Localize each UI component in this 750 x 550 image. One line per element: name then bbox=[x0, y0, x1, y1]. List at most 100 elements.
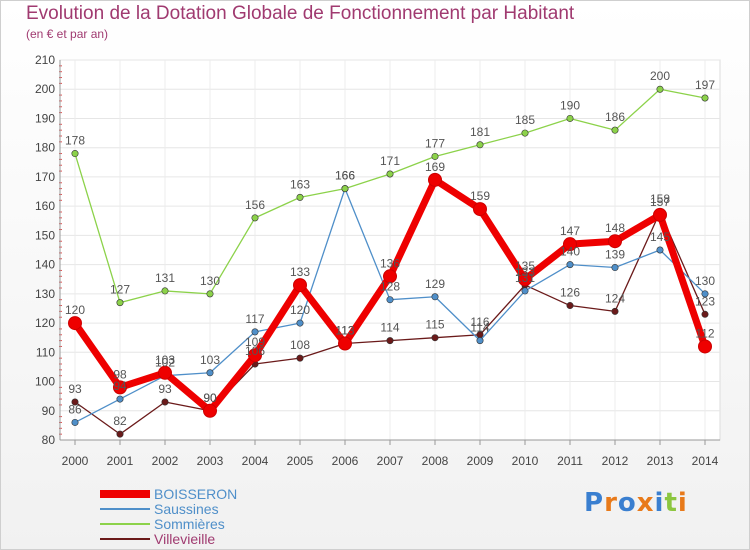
data-point-villevieille bbox=[701, 310, 709, 318]
data-label-boisseron: 147 bbox=[560, 224, 580, 238]
logo-letter: P bbox=[584, 488, 605, 518]
data-label-saussines: 140 bbox=[560, 245, 580, 259]
y-tick-label: 80 bbox=[42, 433, 56, 447]
data-label-saussines: 117 bbox=[245, 312, 264, 326]
x-tick-label: 2006 bbox=[332, 454, 359, 468]
data-label-villevieille: 133 bbox=[515, 265, 535, 279]
data-point-villevieille bbox=[386, 337, 394, 345]
legend-item-boisseron: BOISSERON bbox=[100, 486, 237, 502]
data-point-saussines bbox=[476, 337, 484, 345]
logo-letter: r bbox=[604, 488, 618, 518]
data-point-sommieres bbox=[566, 114, 574, 122]
x-tick-label: 2013 bbox=[647, 454, 674, 468]
data-label-villevieille: 106 bbox=[245, 344, 265, 358]
data-labels: 93 82 93 90 106 108 113 114 115 116 133 126 124 158 12… bbox=[65, 69, 715, 428]
x-tick-label: 2005 bbox=[287, 454, 314, 468]
data-label-boisseron: 113 bbox=[335, 324, 354, 338]
data-label-saussines: 86 bbox=[68, 402, 82, 416]
data-point-villevieille bbox=[566, 302, 574, 310]
data-point-boisseron bbox=[698, 339, 712, 354]
data-point-sommieres bbox=[116, 299, 124, 307]
x-tick-label: 2008 bbox=[422, 454, 449, 468]
data-label-villevieille: 93 bbox=[158, 382, 172, 396]
proxiti-logo: Proxiti bbox=[584, 488, 688, 518]
data-point-saussines bbox=[521, 287, 529, 295]
legend-swatch bbox=[100, 523, 150, 525]
data-point-saussines bbox=[611, 264, 619, 272]
data-point-saussines bbox=[431, 293, 439, 301]
data-point-boisseron bbox=[338, 336, 352, 351]
data-label-villevieille: 82 bbox=[113, 414, 127, 428]
data-point-boisseron bbox=[518, 272, 532, 287]
data-point-sommieres bbox=[611, 126, 619, 134]
x-tick-label: 2003 bbox=[197, 454, 224, 468]
data-label-sommieres: 130 bbox=[200, 274, 220, 288]
data-label-saussines: 166 bbox=[335, 169, 355, 183]
legend-swatch bbox=[100, 490, 150, 498]
logo-letter: i bbox=[677, 488, 688, 518]
data-label-sommieres: 181 bbox=[470, 125, 490, 139]
data-label-villevieille: 90 bbox=[203, 391, 217, 405]
data-label-saussines: 114 bbox=[470, 321, 489, 335]
data-label-sommieres: 200 bbox=[650, 69, 670, 83]
x-tick-label: 2010 bbox=[512, 454, 539, 468]
axes: 8090100110120130140150160170180190200210… bbox=[35, 53, 720, 468]
chart-subtitle: (en € et par an) bbox=[26, 27, 109, 41]
data-point-saussines bbox=[386, 296, 394, 304]
data-point-saussines bbox=[251, 328, 259, 336]
data-point-sommieres bbox=[701, 94, 709, 102]
data-point-boisseron bbox=[248, 348, 262, 363]
y-tick-label: 90 bbox=[42, 404, 56, 418]
data-label-boisseron: 169 bbox=[425, 160, 445, 174]
y-tick-label: 210 bbox=[35, 53, 55, 67]
data-label-villevieille: 114 bbox=[380, 321, 399, 335]
x-tick-label: 2014 bbox=[692, 454, 719, 468]
data-label-boisseron: 157 bbox=[650, 195, 670, 209]
y-tick-label: 150 bbox=[35, 228, 55, 242]
data-label-boisseron: 103 bbox=[155, 353, 175, 367]
data-label-sommieres: 131 bbox=[155, 271, 175, 285]
data-label-saussines: 139 bbox=[605, 248, 625, 262]
data-label-saussines: 94 bbox=[113, 379, 127, 393]
data-point-saussines bbox=[296, 319, 304, 327]
data-label-sommieres: 166 bbox=[335, 169, 355, 183]
data-point-sommieres bbox=[296, 193, 304, 201]
data-point-saussines bbox=[206, 369, 214, 377]
data-label-boisseron: 112 bbox=[695, 326, 714, 340]
data-point-saussines bbox=[566, 261, 574, 269]
x-tick-label: 2002 bbox=[152, 454, 179, 468]
data-label-sommieres: 190 bbox=[560, 98, 580, 112]
data-label-boisseron: 135 bbox=[515, 259, 535, 273]
legend-label: Sommières bbox=[154, 516, 225, 532]
data-label-saussines: 128 bbox=[380, 280, 400, 294]
legend-label: BOISSERON bbox=[154, 486, 238, 502]
data-point-boisseron bbox=[113, 380, 127, 395]
data-label-villevieille: 126 bbox=[560, 286, 580, 300]
data-label-saussines: 129 bbox=[425, 277, 445, 291]
series-group bbox=[68, 85, 712, 438]
data-label-boisseron: 98 bbox=[113, 367, 127, 381]
data-label-villevieille: 124 bbox=[605, 291, 625, 305]
data-point-sommieres bbox=[656, 85, 664, 93]
legend-item-sommieres: Sommières bbox=[100, 516, 225, 532]
data-point-sommieres bbox=[431, 152, 439, 160]
data-point-sommieres bbox=[476, 141, 484, 149]
data-label-sommieres: 185 bbox=[515, 113, 535, 127]
data-label-sommieres: 177 bbox=[425, 136, 445, 150]
legend-swatch bbox=[100, 508, 150, 510]
legend-label: Villevieille bbox=[154, 531, 216, 547]
data-point-sommieres bbox=[386, 170, 394, 178]
y-tick-label: 200 bbox=[35, 82, 55, 96]
data-label-saussines: 103 bbox=[200, 353, 220, 367]
data-label-boisseron: 159 bbox=[470, 189, 490, 203]
data-point-villevieille bbox=[116, 430, 124, 438]
data-point-saussines bbox=[656, 246, 664, 254]
data-label-boisseron: 136 bbox=[380, 256, 400, 270]
data-label-boisseron: 133 bbox=[290, 265, 310, 279]
data-point-villevieille bbox=[611, 307, 619, 315]
data-point-sommieres bbox=[341, 185, 349, 193]
legend-swatch bbox=[100, 538, 150, 540]
data-point-boisseron bbox=[383, 269, 397, 284]
logo-letter: t bbox=[664, 488, 678, 518]
